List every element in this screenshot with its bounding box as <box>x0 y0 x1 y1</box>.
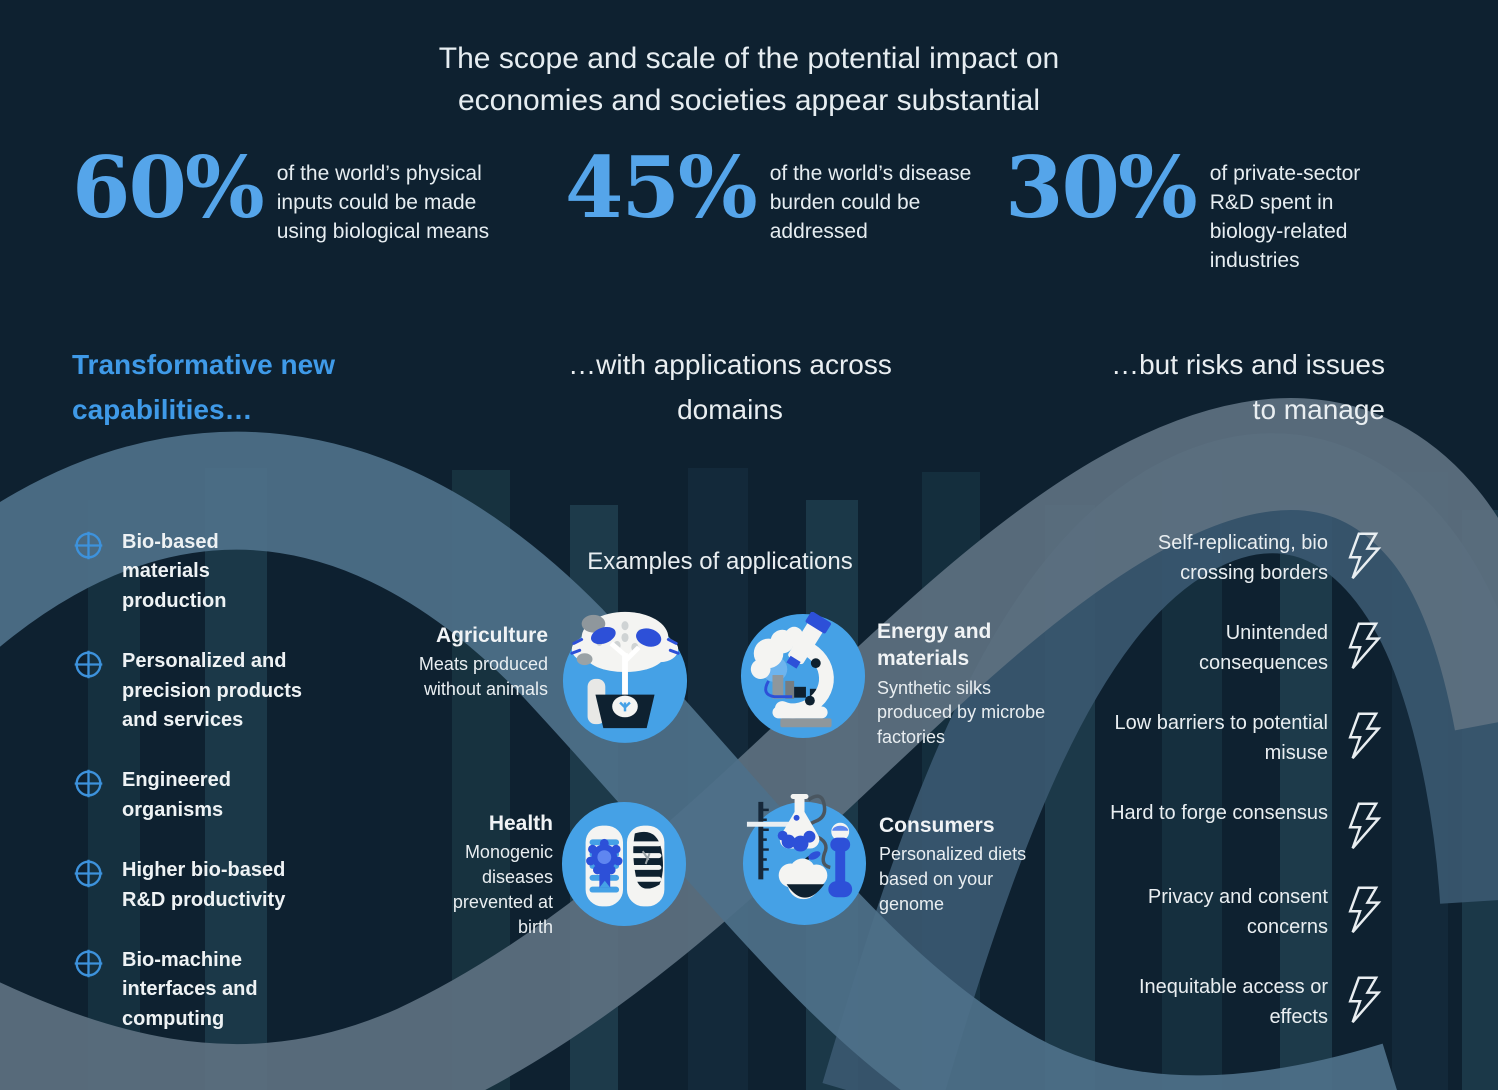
lightning-bolt-icon <box>1348 532 1382 580</box>
stat-value: 45% <box>565 138 758 237</box>
stat-physical-inputs: 60% of the world’s physical inputs could… <box>72 146 527 247</box>
helix-strand-mid <box>0 431 1397 1090</box>
example-label-agriculture: Agriculture Meats produced without anima… <box>378 622 548 702</box>
stat-description: of private-sector R&D spent in biology-r… <box>1209 162 1361 272</box>
example-description: Synthetic silks produced by microbe fact… <box>877 677 1046 748</box>
example-name: Agriculture <box>435 624 548 647</box>
helix-strand-light <box>0 398 1498 1090</box>
lightning-bolt-icon <box>1348 886 1382 934</box>
capabilities-list: Bio-based materials production Personali… <box>72 528 372 1034</box>
microscope-factory-icon <box>740 612 866 739</box>
lightning-bolt-icon <box>1348 802 1382 850</box>
risk-item-unintended-consequences: Unintended consequences <box>1108 618 1386 678</box>
list-item-label: Personalized and precision products and … <box>122 650 303 731</box>
plus-circle-icon <box>74 859 103 888</box>
plus-circle-icon <box>74 531 103 560</box>
risk-item-privacy-consent: Privacy and consent concerns <box>1108 882 1386 942</box>
example-name: Consumers <box>879 814 995 837</box>
risk-item-hard-consensus: Hard to forge consensus <box>1110 798 1386 852</box>
example-label-energy-materials: Energy and materials Synthetic silks pro… <box>877 618 1049 750</box>
plus-circle-icon <box>74 949 103 978</box>
risk-label: Low barriers to potential misuse <box>1114 712 1328 764</box>
risks-header: …but risks and issues to manage <box>1111 349 1385 426</box>
list-item-label: Bio-machine interfaces and computing <box>122 948 258 1030</box>
stat-rd-spend: 30% of private-sector R&D spent in biolo… <box>1005 146 1402 276</box>
example-description: Personalized diets based on your genome <box>879 844 1027 914</box>
list-item-label: Higher bio-based R&D productivity <box>122 859 286 911</box>
example-name: Energy and materials <box>877 620 992 671</box>
risk-item-low-barriers: Low barriers to potential misuse <box>1108 708 1386 768</box>
risk-label: Privacy and consent concerns <box>1147 886 1328 938</box>
page-title: The scope and scale of the potential imp… <box>438 42 1060 117</box>
risks-list: Self-replicating, bio crossing borders U… <box>1066 528 1386 1032</box>
list-item-bio-based-materials: Bio-based materials production <box>72 528 372 616</box>
risk-item-self-replicating: Self-replicating, bio crossing borders <box>1108 528 1386 588</box>
risk-label: Self-replicating, bio crossing borders <box>1157 532 1328 584</box>
plus-circle-icon <box>74 650 103 679</box>
example-description: Meats produced without animals <box>418 654 548 700</box>
risk-label: Inequitable access or effects <box>1138 976 1328 1028</box>
example-label-consumers: Consumers Personalized diets based on yo… <box>879 812 1031 917</box>
examples-subheader: Examples of applications <box>587 548 853 575</box>
lightning-bolt-icon <box>1348 622 1382 670</box>
capabilities-header: Transformative new capabilities… <box>72 349 335 426</box>
stat-disease-burden: 45% of the world’s disease burden could … <box>565 146 992 247</box>
example-description: Monogenic diseases prevented at birth <box>452 842 553 937</box>
plus-circle-icon <box>74 770 103 798</box>
stat-description: of the world’s physical inputs could be … <box>276 162 490 243</box>
list-item-bio-machine-interfaces: Bio-machine interfaces and computing <box>72 946 372 1034</box>
risk-label: Hard to forge consensus <box>1110 802 1328 824</box>
ribcage-award-icon <box>561 801 687 927</box>
list-item-engineered-organisms: Engineered organisms <box>72 766 372 825</box>
agriculture-meat-tree-icon <box>562 611 688 743</box>
diet-flask-dumbbell-icon <box>742 793 867 925</box>
stat-value: 30% <box>1005 138 1198 237</box>
risk-item-inequitable-access: Inequitable access or effects <box>1108 972 1386 1032</box>
stat-value: 60% <box>72 138 265 237</box>
list-item-label: Bio-based materials production <box>122 531 227 612</box>
list-item-personalized-products: Personalized and precision products and … <box>72 647 372 735</box>
list-item-label: Engineered organisms <box>122 769 231 821</box>
list-item-rd-productivity: Higher bio-based R&D productivity <box>72 856 372 915</box>
lightning-bolt-icon <box>1348 712 1382 760</box>
risk-label: Unintended consequences <box>1199 622 1328 674</box>
example-name: Health <box>488 812 553 835</box>
applications-header: …with applications across domains <box>568 349 892 426</box>
lightning-bolt-icon <box>1348 976 1382 1024</box>
example-label-health: Health Monogenic diseases prevented at b… <box>436 810 553 940</box>
stat-description: of the world’s disease burden could be a… <box>769 162 972 243</box>
